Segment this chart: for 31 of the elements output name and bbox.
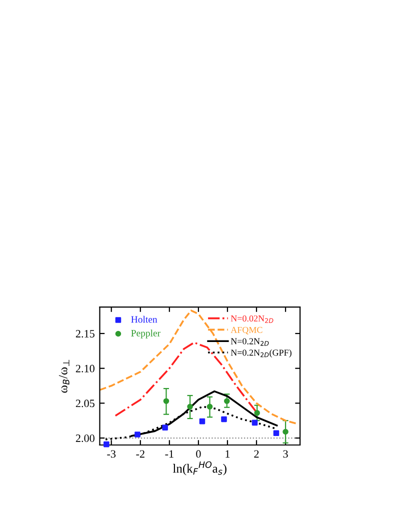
point [134,432,140,438]
x-axis-title: ln(k$_{F}$$^{HO}$a$_{s}$) [172,461,226,476]
y-tick-label: 2.00 [76,434,94,442]
point [206,404,213,410]
point [282,428,288,435]
x-tick-label: 1 [226,450,230,458]
x-tick-label: -1 [165,450,174,458]
legend-label: Peppler [131,330,160,338]
legend-label: N=0.02N$_{2D}$ [230,315,274,323]
point [104,441,110,448]
x-tick-label: 2 [254,450,259,458]
x-tick-label: -2 [136,450,144,458]
legend-label: N=0.2N$_{2D}$(GPF) [230,349,292,358]
x-tick-label: -3 [107,450,116,458]
y-tick-label: 2.15 [76,330,94,338]
legend-label: N=0.2N$_{2D}$ [230,338,269,346]
point [187,404,193,410]
y-axis-title: ω$_{B}$/ω$_{⊥}$ [58,360,70,393]
legend-label: AFQMC [230,326,262,334]
y-tick-label: 2.10 [76,364,94,372]
x-tick-label: 3 [283,450,288,458]
point [163,398,170,404]
point [199,418,206,424]
x-tick-label: 0 [196,450,201,458]
point [254,410,260,416]
point [273,430,280,436]
y-tick-label: 2.05 [76,400,94,408]
point [221,416,227,422]
legend-label: Holten [131,316,158,323]
point [162,424,168,430]
point [224,398,230,404]
